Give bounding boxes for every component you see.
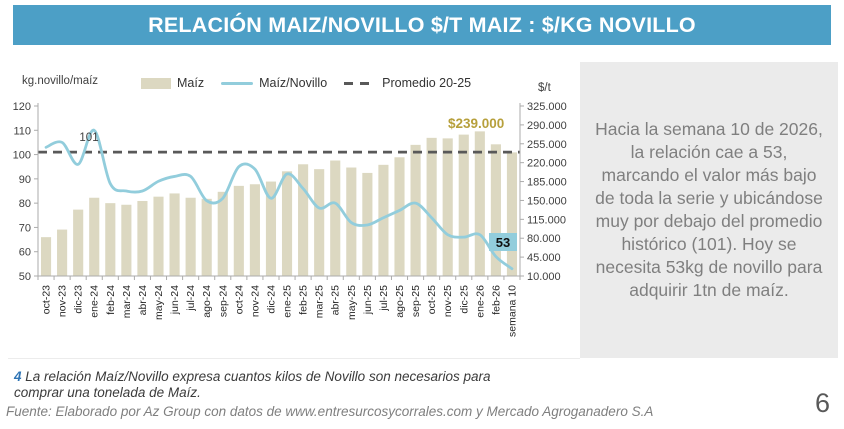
svg-text:nov-25: nov-25 bbox=[442, 285, 454, 317]
svg-text:dic-24: dic-24 bbox=[265, 285, 277, 314]
svg-text:mar-24: mar-24 bbox=[121, 285, 133, 318]
legend-item-maiz: Maíz bbox=[141, 76, 204, 90]
svg-text:nov-23: nov-23 bbox=[57, 285, 69, 317]
svg-text:feb-26: feb-26 bbox=[490, 285, 502, 315]
bar-swatch-icon bbox=[141, 77, 171, 89]
svg-text:60: 60 bbox=[19, 247, 31, 259]
svg-text:feb-25: feb-25 bbox=[298, 285, 310, 315]
svg-text:45.000: 45.000 bbox=[527, 252, 561, 264]
svg-text:ene-25: ene-25 bbox=[282, 285, 294, 318]
svg-text:nov-24: nov-24 bbox=[249, 285, 261, 317]
svg-text:ago-25: ago-25 bbox=[394, 285, 406, 318]
svg-text:ago-24: ago-24 bbox=[201, 285, 213, 318]
svg-text:jul-25: jul-25 bbox=[378, 285, 390, 312]
page-title: RELACIÓN MAIZ/NOVILLO $/T MAIZ : $/KG NO… bbox=[148, 12, 696, 37]
svg-text:mar-25: mar-25 bbox=[314, 285, 326, 318]
svg-text:may-24: may-24 bbox=[153, 285, 165, 320]
svg-text:120: 120 bbox=[13, 101, 31, 113]
svg-text:10.000: 10.000 bbox=[527, 271, 561, 283]
legend-label-maiz: Maíz bbox=[177, 76, 205, 90]
last-price-label: $239.000 bbox=[448, 116, 505, 131]
svg-text:80.000: 80.000 bbox=[527, 233, 561, 245]
svg-text:185.000: 185.000 bbox=[527, 177, 567, 189]
legend-label-ratio: Maíz/Novillo bbox=[259, 76, 328, 90]
svg-text:dic-23: dic-23 bbox=[73, 285, 85, 314]
svg-text:abr-25: abr-25 bbox=[330, 285, 342, 316]
svg-text:90: 90 bbox=[19, 174, 31, 186]
svg-text:110: 110 bbox=[13, 125, 31, 137]
source-line: Fuente: Elaborado por Az Group con datos… bbox=[6, 404, 654, 419]
left-axis-title: kg.novillo/maíz bbox=[22, 75, 99, 87]
chart-panel: 120 110 100 90 80 70 60 50 325.000 290.000 255.000… bbox=[8, 58, 580, 359]
svg-text:dic-25: dic-25 bbox=[458, 285, 470, 314]
svg-text:jun-24: jun-24 bbox=[169, 285, 181, 315]
legend-item-promedio: Promedio 20-25 bbox=[344, 76, 471, 90]
right-axis-title: $/t bbox=[538, 82, 551, 94]
svg-text:sep-25: sep-25 bbox=[410, 285, 422, 317]
title-bar: RELACIÓN MAIZ/NOVILLO $/T MAIZ : $/KG NO… bbox=[13, 5, 831, 45]
svg-text:jun-25: jun-25 bbox=[362, 285, 374, 315]
svg-text:115.000: 115.000 bbox=[527, 214, 566, 226]
page-number: 6 bbox=[814, 388, 830, 418]
chart-legend: Maíz Maíz/Novillo Promedio 20-25 bbox=[141, 76, 471, 90]
footnote-text: La relación Maíz/Novillo expresa cuantos… bbox=[14, 369, 491, 401]
legend-label-promedio: Promedio 20-25 bbox=[382, 76, 472, 90]
svg-text:ene-26: ene-26 bbox=[474, 285, 486, 318]
svg-text:oct-24: oct-24 bbox=[233, 285, 245, 314]
legend-item-ratio: Maíz/Novillo bbox=[221, 76, 327, 90]
svg-text:80: 80 bbox=[19, 198, 31, 210]
line-swatch-icon bbox=[221, 81, 254, 85]
last-ratio-badge: 53 bbox=[489, 233, 517, 251]
svg-text:jul-24: jul-24 bbox=[185, 285, 197, 312]
svg-text:may-25: may-25 bbox=[346, 285, 358, 320]
svg-text:70: 70 bbox=[19, 222, 31, 234]
svg-text:220.000: 220.000 bbox=[527, 158, 567, 170]
side-note-text: Hacia la semana 10 de 2026, la relación … bbox=[595, 118, 823, 301]
svg-text:150.000: 150.000 bbox=[527, 195, 567, 207]
svg-text:feb-24: feb-24 bbox=[105, 285, 117, 315]
svg-text:255.000: 255.000 bbox=[527, 139, 567, 151]
dash-swatch-icon bbox=[344, 81, 377, 85]
promedio-value-label: 101 bbox=[79, 132, 99, 144]
svg-text:abr-24: abr-24 bbox=[137, 285, 149, 316]
svg-text:sep-24: sep-24 bbox=[217, 285, 229, 317]
svg-text:325.000: 325.000 bbox=[527, 101, 567, 113]
footnote: 4 La relación Maíz/Novillo expresa cuant… bbox=[14, 369, 526, 401]
svg-text:50: 50 bbox=[19, 271, 31, 283]
footnote-marker: 4 bbox=[14, 369, 22, 384]
svg-text:100: 100 bbox=[13, 150, 31, 162]
svg-text:oct-23: oct-23 bbox=[41, 285, 53, 314]
svg-text:ene-24: ene-24 bbox=[89, 285, 101, 318]
chart-svg: 120 110 100 90 80 70 60 50 325.000 290.000 255.000… bbox=[13, 101, 567, 337]
svg-text:semana 10: semana 10 bbox=[506, 285, 518, 337]
svg-text:290.000: 290.000 bbox=[527, 120, 567, 132]
svg-text:oct-25: oct-25 bbox=[426, 285, 438, 314]
side-note-panel: Hacia la semana 10 de 2026, la relación … bbox=[580, 62, 838, 358]
